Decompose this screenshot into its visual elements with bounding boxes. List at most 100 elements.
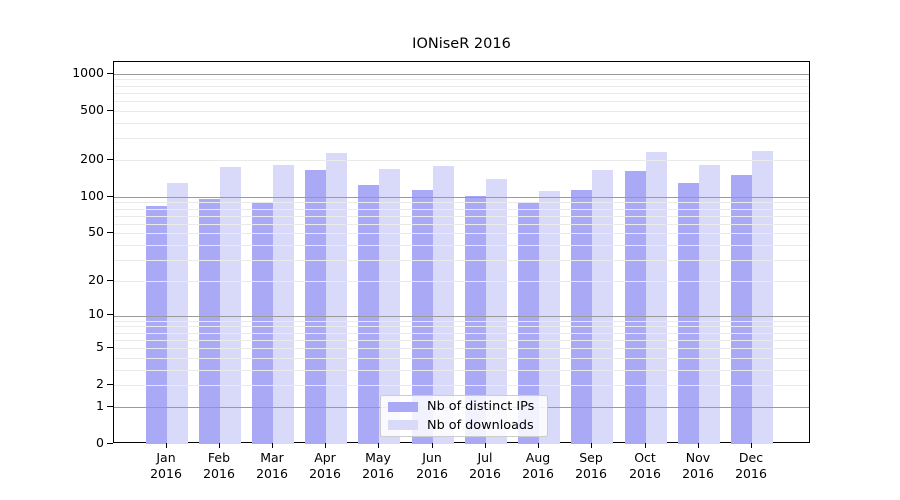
gridline-minor-20 — [114, 280, 809, 282]
gridline-minor-6 — [114, 339, 809, 341]
bar-distinct-ips-mar — [252, 202, 273, 444]
y-tick-label-10: 10 — [88, 306, 104, 321]
y-tick-20 — [107, 280, 113, 281]
y-tick-label-0: 0 — [96, 435, 104, 450]
gridline-minor-50 — [114, 233, 809, 235]
x-tick-label-oct: Oct 2016 — [629, 450, 661, 481]
x-tick-label-dec: Dec 2016 — [735, 450, 767, 481]
y-tick-label-200: 200 — [80, 151, 104, 166]
gridline-major-10 — [114, 315, 809, 317]
legend-item-distinct-ips: Nb of distinct IPs — [388, 399, 547, 414]
bar-distinct-ips-jun — [411, 190, 433, 444]
bar-distinct-ips-jul — [464, 196, 486, 444]
x-tick-mar — [272, 443, 273, 448]
bar-distinct-ips-nov — [677, 183, 699, 444]
x-tick-label-jun: Jun 2016 — [416, 450, 448, 481]
x-tick-feb — [219, 443, 220, 448]
x-tick-aug — [538, 443, 539, 448]
gridline-minor-3 — [114, 369, 809, 371]
x-tick-label-jul: Jul 2016 — [469, 450, 501, 481]
bar-distinct-ips-aug — [518, 201, 540, 444]
y-tick-label-20: 20 — [88, 272, 104, 287]
chart-title: IONiseR 2016 — [412, 36, 511, 52]
gridline-minor-200 — [114, 159, 809, 161]
gridline-major-1000 — [114, 73, 809, 75]
gridline-minor-400 — [114, 122, 809, 124]
x-tick-label-mar: Mar 2016 — [256, 450, 288, 481]
x-tick-nov — [698, 443, 699, 448]
x-tick-label-sep: Sep 2016 — [575, 450, 607, 481]
y-tick-label-5: 5 — [96, 339, 104, 354]
legend-label-distinct-ips: Nb of distinct IPs — [427, 399, 535, 415]
x-tick-label-may: May 2016 — [362, 450, 394, 481]
y-tick-label-50: 50 — [88, 224, 104, 239]
gridline-minor-80 — [114, 208, 809, 210]
x-tick-jun — [432, 443, 433, 448]
gridline-minor-2 — [114, 385, 809, 387]
y-tick-label-100: 100 — [80, 188, 104, 203]
bar-downloads-aug — [539, 191, 561, 444]
bar-downloads-oct — [645, 152, 667, 444]
gridline-minor-8 — [114, 326, 809, 328]
x-tick-label-nov: Nov 2016 — [682, 450, 714, 481]
y-tick-1 — [107, 406, 113, 407]
gridline-minor-900 — [114, 79, 809, 81]
y-tick-100 — [107, 196, 113, 197]
bar-distinct-ips-oct — [624, 171, 646, 444]
legend: Nb of distinct IPs Nb of downloads — [380, 395, 548, 437]
y-tick-2 — [107, 384, 113, 385]
x-tick-jul — [485, 443, 486, 448]
x-tick-label-apr: Apr 2016 — [309, 450, 341, 481]
gridline-minor-700 — [114, 92, 809, 94]
legend-label-downloads: Nb of downloads — [427, 417, 534, 433]
gridline-minor-30 — [114, 260, 809, 261]
gridline-minor-7 — [114, 332, 809, 334]
bar-downloads-nov — [698, 164, 720, 444]
bar-downloads-apr — [326, 152, 348, 444]
bar-distinct-ips-sep — [571, 189, 593, 444]
x-tick-label-feb: Feb 2016 — [203, 450, 235, 481]
legend-swatch-downloads — [388, 420, 418, 431]
bar-downloads-may — [379, 169, 401, 444]
gridline-minor-60 — [114, 223, 809, 225]
x-tick-oct — [645, 443, 646, 448]
y-tick-0 — [107, 443, 113, 444]
legend-swatch-distinct-ips — [388, 401, 418, 412]
gridline-minor-600 — [114, 101, 809, 103]
x-tick-jan — [166, 443, 167, 448]
bar-downloads-mar — [273, 165, 294, 444]
y-tick-50 — [107, 232, 113, 233]
x-tick-dec — [751, 443, 752, 448]
gridline-minor-70 — [114, 215, 809, 217]
gridline-minor-9 — [114, 320, 809, 322]
bar-distinct-ips-apr — [305, 170, 327, 444]
x-tick-may — [378, 443, 379, 448]
y-tick-200 — [107, 159, 113, 160]
x-tick-sep — [591, 443, 592, 448]
y-tick-500 — [107, 110, 113, 111]
plot-area: Nb of distinct IPs Nb of downloads — [113, 61, 810, 444]
bar-downloads-sep — [592, 170, 614, 444]
bar-distinct-ips-dec — [731, 174, 752, 444]
gridlines-layer — [114, 62, 809, 442]
gridline-minor-90 — [114, 202, 809, 204]
y-tick-label-1: 1 — [96, 398, 104, 413]
bar-distinct-ips-jan — [145, 205, 167, 444]
bar-downloads-feb — [219, 166, 241, 444]
gridline-minor-800 — [114, 85, 809, 87]
bar-downloads-jan — [166, 183, 188, 444]
y-tick-1000 — [107, 73, 113, 74]
x-tick-label-jan: Jan 2016 — [150, 450, 182, 481]
legend-item-downloads: Nb of downloads — [388, 418, 547, 433]
y-tick-label-2: 2 — [96, 376, 104, 391]
bar-distinct-ips-may — [358, 184, 380, 444]
gridline-major-100 — [114, 196, 809, 198]
y-tick-10 — [107, 314, 113, 315]
gridline-minor-500 — [114, 110, 809, 112]
gridline-minor-300 — [114, 138, 809, 140]
bar-downloads-jun — [432, 166, 454, 444]
y-tick-5 — [107, 347, 113, 348]
x-tick-apr — [325, 443, 326, 448]
gridline-minor-40 — [114, 245, 809, 246]
